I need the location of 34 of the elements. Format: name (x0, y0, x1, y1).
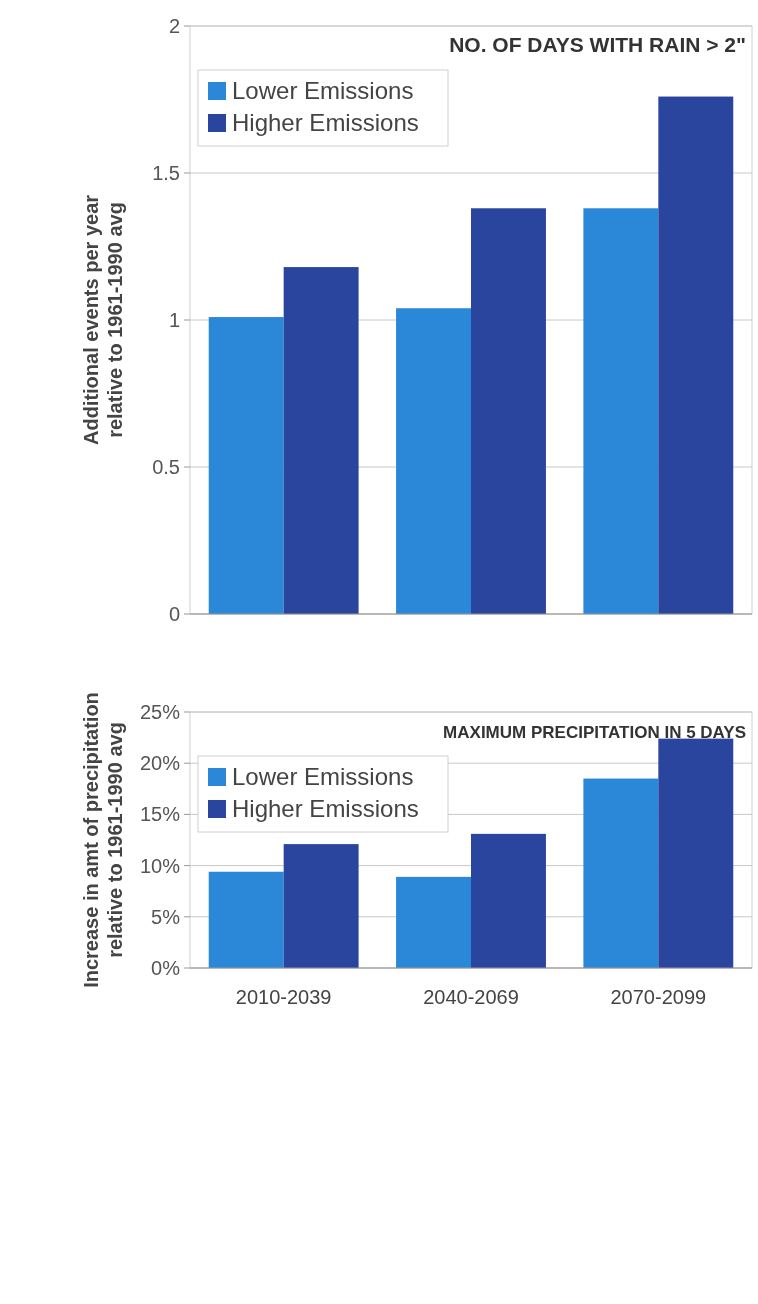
y-tick-label: 0.5 (152, 456, 180, 478)
y-axis-title: Additional events per year relative to 1961-1990 avg (80, 194, 126, 446)
y-tick-label: 20% (139, 752, 181, 775)
bar (208, 317, 284, 614)
bar (583, 208, 659, 614)
legend-label: Lower Emissions (232, 763, 414, 791)
bar (208, 871, 284, 968)
y-tick-label: 2 (168, 15, 180, 37)
legend-label: Higher Emissions (232, 795, 419, 823)
y-tick-label: 25% (139, 701, 181, 723)
bar (658, 96, 734, 614)
text: MAXIMUM PRECIPITATION IN 5 DAYS (443, 723, 746, 742)
y-tick-label: 0 (168, 603, 180, 625)
bar (283, 844, 359, 968)
bar (658, 738, 734, 968)
y-axis-title: Increase in amt of precipitation relative to 1961-1990 avg (80, 692, 126, 988)
legend-label: Lower Emissions (232, 77, 414, 105)
x-tick-label: 2040-2069 (423, 986, 519, 1008)
x-tick-label: 2010-2039 (235, 986, 332, 1008)
y-tick-label: 0% (151, 957, 181, 979)
legend-label: Higher Emissions (232, 109, 419, 137)
y-tick-label: 5% (151, 905, 181, 928)
y-tick-label: 10% (139, 854, 181, 877)
y-tick-label: 1 (168, 309, 180, 331)
bar (471, 208, 546, 614)
y-tick-label: 1.5 (152, 162, 180, 184)
bar (396, 308, 471, 614)
y-tick-label: 15% (139, 803, 181, 826)
bar (396, 876, 471, 968)
bar (583, 778, 659, 968)
x-tick-label: 2070-2099 (610, 986, 707, 1008)
bar (283, 267, 359, 614)
chart-title: NO. OF DAYS WITH RAIN > 2" (449, 33, 746, 56)
bar (471, 833, 546, 968)
